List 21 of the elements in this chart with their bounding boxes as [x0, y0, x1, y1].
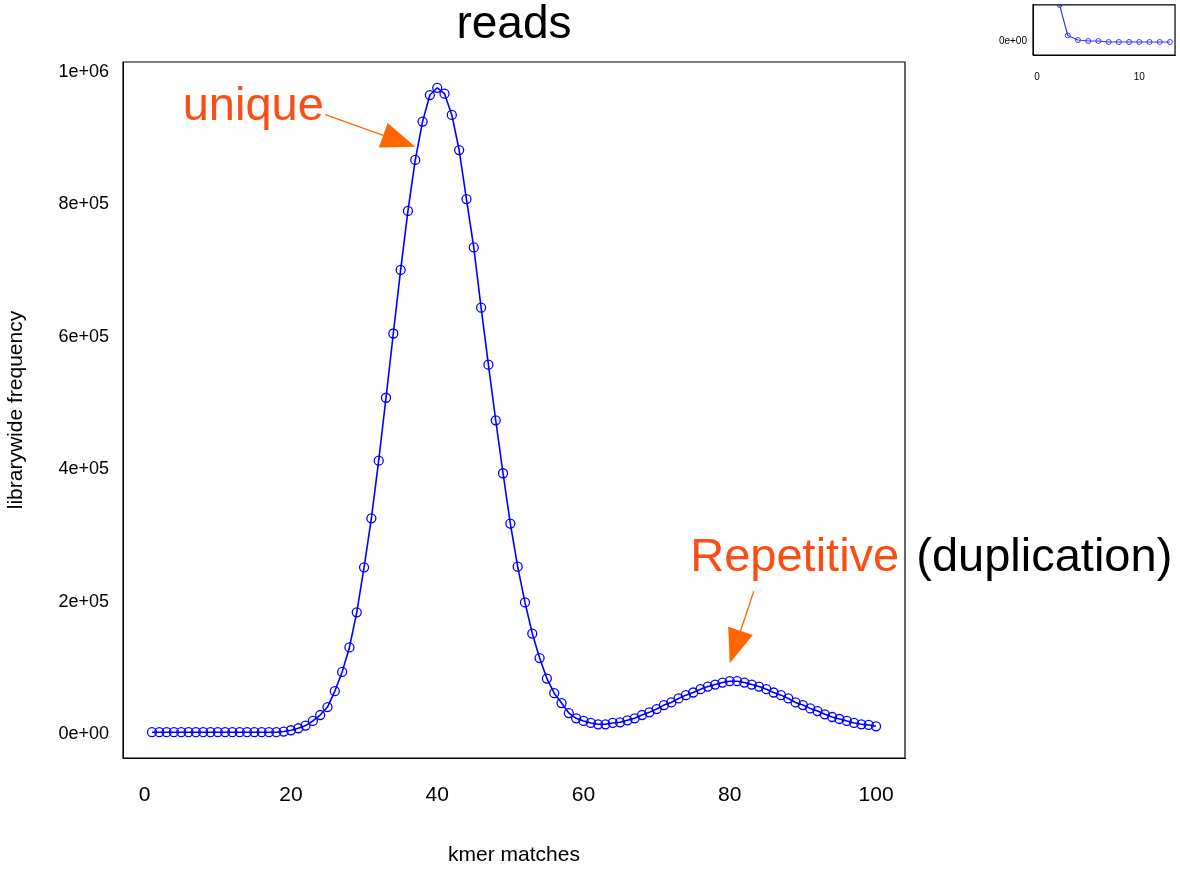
x-axis-title: kmer matches [448, 842, 580, 866]
y-tick-label: 4e+05 [58, 458, 109, 479]
annotation: unique [182, 76, 324, 130]
y-tick-label: 2e+05 [58, 590, 109, 611]
text: (duplication) [916, 528, 1173, 582]
x-tick-label: 40 [425, 782, 449, 806]
x-tick-label: 10 [1133, 70, 1146, 82]
x-tick-label: 0 [1034, 70, 1041, 82]
y-tick-label: 0e+00 [58, 723, 109, 744]
y-tick-label: 1e+06 [58, 60, 109, 81]
x-tick-label: 100 [858, 782, 894, 806]
x-tick-label: 80 [718, 782, 742, 806]
y-tick-label: 6e+05 [58, 325, 109, 346]
x-tick-label: 20 [279, 782, 303, 806]
y-tick-label: 8e+05 [58, 193, 109, 214]
x-tick-label: 0 [138, 782, 151, 806]
x-tick-label: 60 [571, 782, 596, 806]
y-axis-title: librarywide frequency [3, 310, 27, 510]
chart-title: reads [456, 0, 572, 48]
annotation: Repetitive [690, 528, 900, 582]
text: 0e+00 [998, 34, 1028, 46]
